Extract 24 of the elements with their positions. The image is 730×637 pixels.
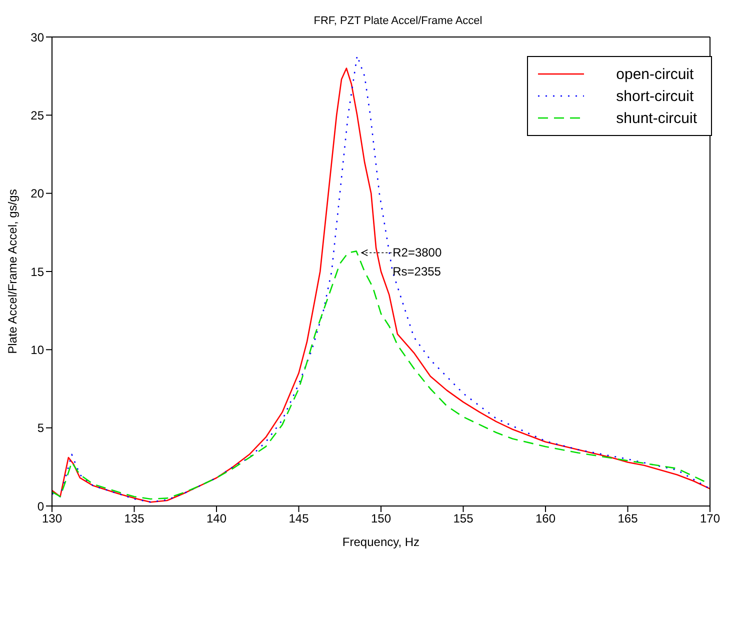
annotation: R2=3800 bbox=[392, 246, 442, 260]
y-tick-label: 15 bbox=[30, 264, 44, 279]
x-tick-label: 160 bbox=[535, 512, 556, 526]
y-tick-label: 20 bbox=[30, 186, 44, 201]
legend-label: short-circuit bbox=[616, 88, 694, 104]
y-tick-label: 30 bbox=[30, 30, 44, 44]
x-tick-label: 130 bbox=[42, 512, 62, 526]
chart-title: FRF, PZT Plate Accel/Frame Accel bbox=[314, 15, 482, 27]
x-tick-label: 170 bbox=[700, 512, 720, 526]
x-tick-label: 165 bbox=[618, 512, 638, 526]
x-tick-label: 140 bbox=[206, 512, 227, 526]
x-tick-label: 150 bbox=[370, 512, 392, 526]
y-axis-title: Plate Accel/Frame Accel, gs/gs bbox=[5, 189, 20, 354]
x-tick-label: 155 bbox=[453, 512, 474, 526]
y-tick-label: 25 bbox=[30, 108, 44, 122]
y-tick-label: 10 bbox=[30, 342, 44, 357]
y-tick-label: 0 bbox=[37, 499, 44, 514]
x-tick-label: 145 bbox=[288, 512, 310, 526]
y-tick-label: 5 bbox=[37, 421, 44, 436]
legend-label: shunt-circuit bbox=[616, 110, 697, 126]
annotation: Rs=2355 bbox=[392, 264, 442, 279]
x-tick-label: 135 bbox=[124, 512, 145, 526]
x-axis-title: Frequency, Hz bbox=[342, 535, 420, 549]
legend-label: open-circuit bbox=[616, 66, 694, 82]
